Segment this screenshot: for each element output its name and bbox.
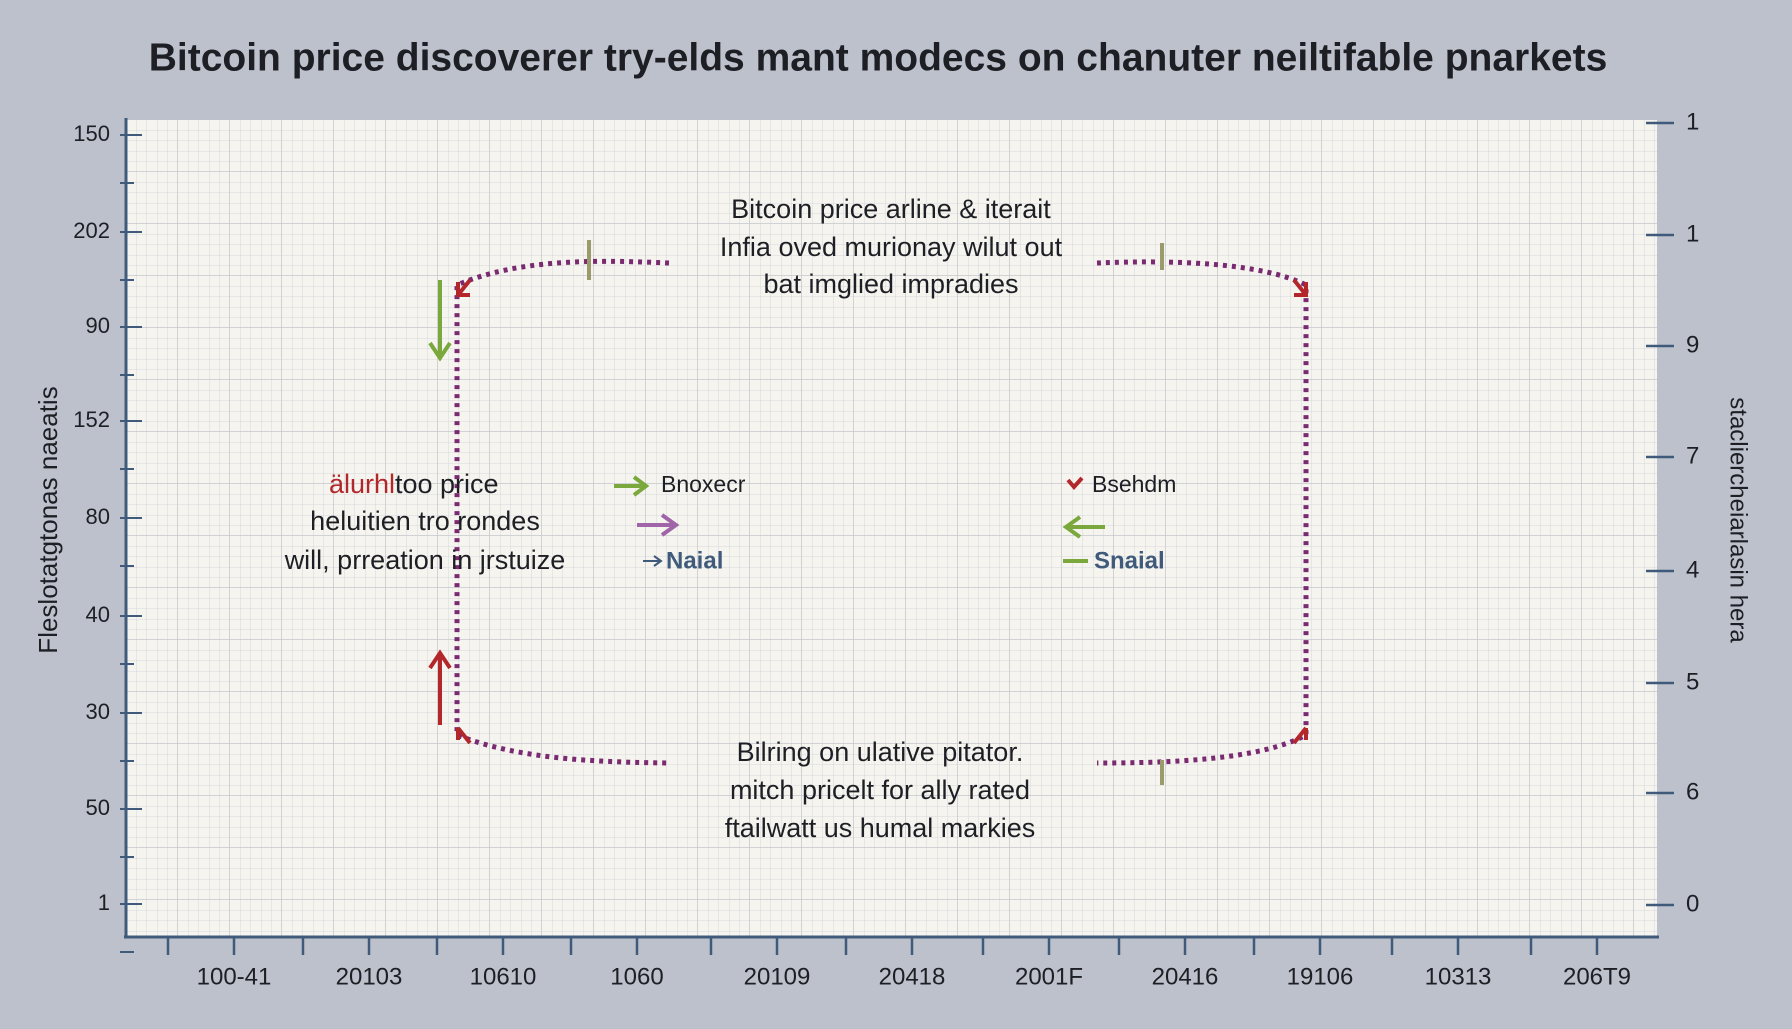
right-tick-label: 1 — [1686, 108, 1699, 135]
annotation-top: Bitcoin price arline & iterait — [731, 194, 1051, 224]
right-tick-label: 9 — [1686, 331, 1699, 358]
annotation-left-highlight: älurhl — [329, 469, 395, 499]
annotation-top: bat imglied impradies — [763, 269, 1018, 299]
title: Bitcoin price discoverer try-elds mant m… — [149, 36, 1608, 79]
left-tick-label: 1 — [98, 890, 110, 915]
annotation-bottom: Bilring on ulative pitator. — [737, 737, 1024, 767]
left-axis-title: Fleslotatgtonas naeatis — [33, 386, 63, 653]
right-tick-label: 6 — [1686, 778, 1699, 805]
dotted-frame — [454, 258, 1309, 766]
x-tick-label: 20418 — [879, 963, 946, 990]
left-tick-label: 152 — [73, 407, 110, 432]
right-tick-label: 7 — [1686, 442, 1699, 469]
x-tick-label: 20109 — [744, 963, 811, 990]
right-axis-title: stacliercheiarlasin hera — [1725, 397, 1752, 643]
annotation-left: heluitien tro rondes — [310, 506, 540, 536]
x-tick-label: 2001F — [1015, 963, 1083, 990]
left-tick-label: 202 — [73, 218, 110, 243]
left-tick-label: 90 — [86, 313, 110, 338]
x-tick-label: 19106 — [1287, 963, 1354, 990]
x-tick-label: 10610 — [470, 963, 537, 990]
x-tick-label: 10313 — [1425, 963, 1492, 990]
annotation-left: will, prreation in jrstuize — [284, 545, 566, 575]
annotation-bottom: mitch pricelt for ally rated — [730, 775, 1030, 805]
x-tick-label: 20103 — [336, 963, 403, 990]
left-tick-label: 40 — [86, 602, 110, 627]
left-tick-label: 30 — [86, 699, 110, 724]
left-tick-label: 150 — [73, 121, 110, 146]
x-tick-label: 100-41 — [197, 963, 272, 990]
legend-label: Naial — [666, 547, 723, 574]
arrows — [428, 240, 1308, 785]
grid — [126, 120, 1657, 937]
x-tick-label: 1060 — [610, 963, 663, 990]
legend-label: Bnoxecr — [661, 471, 746, 497]
left-tick-label: 50 — [86, 795, 110, 820]
right-tick-label: 1 — [1686, 220, 1699, 247]
right-tick-label: 0 — [1686, 890, 1699, 917]
legend-label: Bsehdm — [1092, 471, 1176, 497]
annotation-bottom: ftailwatt us humal markies — [725, 813, 1036, 843]
right-tick-label: 4 — [1686, 556, 1699, 583]
left-tick-label: 80 — [86, 504, 110, 529]
legend-label: Snaial — [1094, 547, 1165, 574]
annotation-top: Infia oved murionay wilut out — [720, 232, 1063, 262]
x-tick-label: 206T9 — [1563, 963, 1631, 990]
right-tick-label: 5 — [1686, 668, 1699, 695]
annotation-left: too price — [395, 469, 499, 499]
x-tick-label: 20416 — [1152, 963, 1219, 990]
